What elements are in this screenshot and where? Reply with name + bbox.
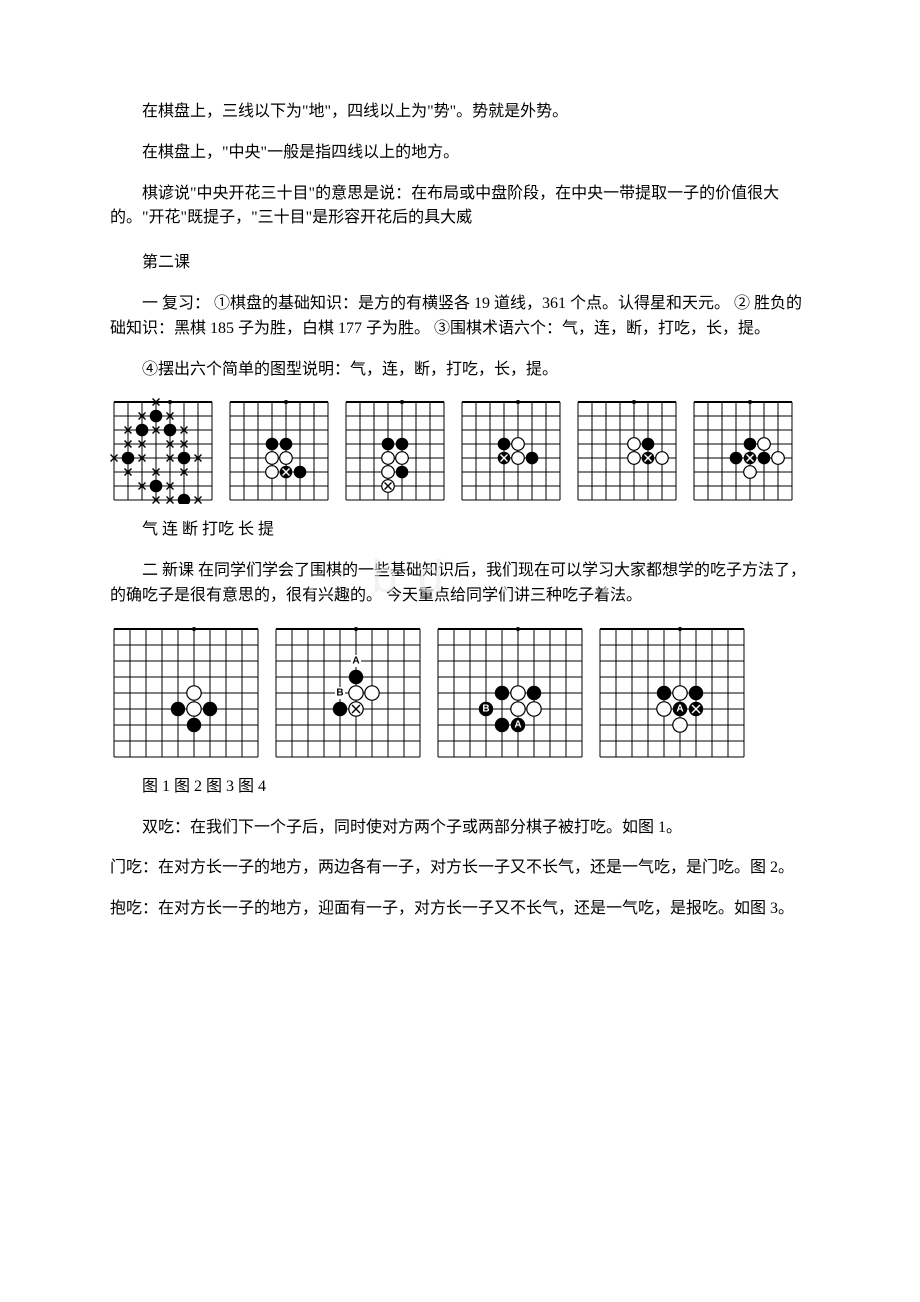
svg-text:B: B: [336, 687, 343, 698]
figure-caption: 气 连 断 打吃 长 提: [110, 518, 810, 543]
go-diagram: BA: [434, 625, 586, 761]
go-diagram: [342, 398, 448, 504]
paragraph: 在棋盘上，三线以下为"地"，四线以上为"势"。势就是外势。: [110, 100, 810, 125]
go-diagram: A: [596, 625, 748, 761]
go-board: [342, 398, 448, 504]
go-board: [690, 398, 796, 504]
paragraph: 门吃：在对方长一子的地方，两边各有一子，对方长一子又不长气，还是一气吃，是门吃。…: [110, 856, 810, 881]
go-diagram: [110, 625, 262, 761]
go-diagram: [458, 398, 564, 504]
paragraph: ④摆出六个简单的图型说明：气，连，断，打吃，长，提。: [110, 358, 810, 383]
paragraph: 棋谚说"中央开花三十目"的意思是说：在布局或中盘阶段，在中央一带提取一子的价值很…: [110, 182, 810, 232]
go-board: [458, 398, 564, 504]
go-diagram: AB: [272, 625, 424, 761]
go-diagram: [110, 398, 216, 504]
go-board: [110, 625, 262, 761]
document-page: 在棋盘上，三线以下为"地"，四线以上为"势"。势就是外势。 在棋盘上，"中央"一…: [0, 0, 920, 998]
diagram-row-1: [110, 398, 810, 504]
go-board: [574, 398, 680, 504]
go-board: BA: [434, 625, 586, 761]
go-board: [110, 398, 216, 504]
go-diagram: [226, 398, 332, 504]
go-diagram: [690, 398, 796, 504]
svg-text:A: A: [514, 719, 521, 730]
section-heading: 第二课: [110, 251, 810, 276]
go-board: A: [596, 625, 748, 761]
paragraph: 二 新课 在同学们学会了围棋的一些基础知识后，我们现在可以学习大家都想学的吃子方…: [110, 559, 810, 609]
paragraph: 双吃：在我们下一个子后，同时使对方两个子或两部分棋子被打吃。如图 1。: [110, 816, 810, 841]
diagram-row-2: ABBAA: [110, 625, 810, 761]
go-diagram: [574, 398, 680, 504]
svg-text:A: A: [676, 703, 683, 714]
figure-caption: 图 1 图 2 图 3 图 4: [110, 775, 810, 800]
go-board: AB: [272, 625, 424, 761]
paragraph: 在棋盘上，"中央"一般是指四线以上的地方。: [110, 141, 810, 166]
svg-text:A: A: [352, 655, 359, 666]
svg-text:B: B: [482, 703, 489, 714]
go-board: [226, 398, 332, 504]
paragraph: 一 复习： ①棋盘的基础知识：是方的有横竖各 19 道线，361 个点。认得星和…: [110, 292, 810, 342]
paragraph: 抱吃：在对方长一子的地方，迎面有一子，对方长一子又不长气，还是一气吃，是报吃。如…: [110, 897, 810, 922]
